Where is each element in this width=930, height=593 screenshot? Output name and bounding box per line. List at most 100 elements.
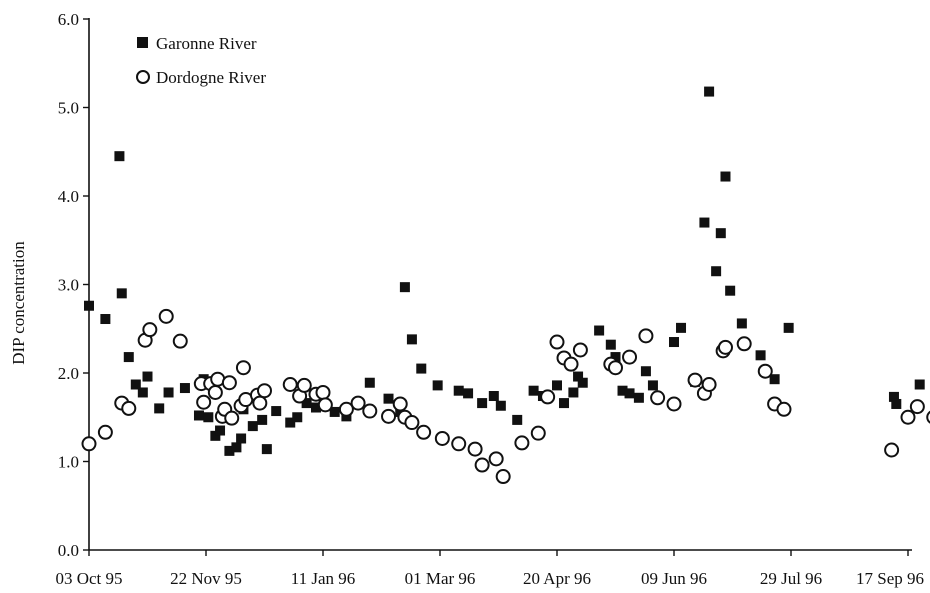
garonne-point — [130, 379, 141, 390]
garonne-point — [704, 86, 715, 97]
dordogne-point — [909, 399, 925, 415]
dordogne-point — [666, 396, 682, 412]
garonne-point — [329, 406, 340, 417]
dordogne-point — [350, 395, 366, 411]
garonne-point — [755, 350, 766, 361]
dordogne-point — [158, 308, 174, 324]
garonne-point — [154, 403, 165, 414]
dordogne-point — [884, 442, 900, 458]
dordogne-point — [701, 377, 717, 393]
garonne-point — [783, 322, 794, 333]
garonne-point — [647, 380, 658, 391]
garonne-point — [116, 288, 127, 299]
garonne-point — [559, 398, 570, 409]
garonne-point — [137, 387, 148, 398]
dordogne-point — [638, 328, 654, 344]
dordogne-point — [172, 333, 188, 349]
garonne-point — [624, 388, 635, 399]
dordogne-point — [252, 395, 268, 411]
garonne-point — [715, 228, 726, 239]
garonne-point — [617, 385, 628, 396]
dordogne-point — [404, 415, 420, 431]
garonne-point — [292, 412, 303, 423]
garonne-point — [261, 444, 272, 455]
garonne-point — [203, 412, 214, 423]
dordogne-point — [434, 430, 450, 446]
garonne-point — [888, 391, 899, 402]
y-tick-label: 3.0 — [58, 276, 79, 295]
garonne-point — [310, 402, 321, 413]
garonne-point — [676, 322, 687, 333]
x-tick-label: 29 Jul 96 — [760, 569, 822, 588]
garonne-point — [285, 417, 296, 428]
garonne-point — [605, 339, 616, 350]
legend-marker-dordogne — [136, 70, 150, 84]
garonne-point — [477, 398, 488, 409]
dordogne-point — [257, 383, 272, 399]
garonne-point — [210, 430, 221, 441]
garonne-point — [271, 406, 282, 417]
dordogne-point — [97, 424, 113, 440]
x-tick-label: 20 Apr 96 — [523, 569, 591, 588]
dordogne-point — [608, 360, 623, 376]
garonne-point — [215, 425, 226, 436]
garonne-point — [84, 300, 94, 311]
garonne-point — [406, 334, 417, 345]
garonne-point — [114, 151, 125, 162]
dordogne-point — [474, 457, 490, 473]
garonne-point — [247, 421, 258, 432]
garonne-point — [594, 325, 605, 336]
garonne-point — [640, 366, 651, 377]
garonne-point — [257, 414, 268, 425]
dordogne-point — [650, 390, 666, 406]
dordogne-point — [622, 349, 638, 365]
legend-label-dordogne: Dordogne River — [156, 68, 266, 87]
garonne-point — [711, 266, 722, 277]
garonne-point — [568, 387, 579, 398]
garonne-point — [231, 442, 242, 453]
garonne-point — [123, 352, 134, 363]
dordogne-point — [296, 377, 312, 393]
garonne-point — [193, 410, 204, 421]
garonne-point — [383, 393, 394, 404]
garonne-point — [720, 171, 731, 182]
legend: Garonne River Dordogne River — [136, 34, 266, 87]
garonne-point — [512, 414, 523, 425]
dordogne-point — [81, 436, 97, 452]
y-axis-title: DIP concentration — [9, 241, 28, 365]
dordogne-point — [530, 425, 546, 441]
garonne-point — [399, 282, 410, 293]
dordogne-point — [196, 394, 212, 410]
legend-marker-garonne — [137, 37, 148, 48]
garonne-point — [891, 398, 902, 409]
dordogne-point — [416, 424, 432, 440]
dordogne-point — [282, 377, 298, 393]
x-tick-label: 09 Jun 96 — [641, 569, 707, 588]
dordogne-point — [549, 334, 565, 350]
garonne-point — [577, 377, 588, 388]
garonne-point — [725, 285, 736, 296]
garonne-point — [495, 400, 506, 411]
garonne-point — [552, 380, 562, 391]
y-tick-label: 2.0 — [58, 364, 79, 383]
garonne-point — [610, 352, 621, 363]
dordogne-point — [235, 360, 251, 376]
garonne-point — [236, 433, 247, 444]
x-tick-label: 11 Jan 96 — [291, 569, 356, 588]
y-tick-label: 1.0 — [58, 453, 79, 472]
dordogne-point — [142, 322, 158, 338]
dordogne-point — [315, 384, 331, 400]
dordogne-point — [563, 356, 579, 372]
dordogne-point — [717, 339, 733, 355]
dordogne-point — [757, 363, 773, 379]
garonne-point — [100, 314, 111, 325]
garonne-point — [769, 374, 780, 385]
garonne-point — [914, 379, 925, 390]
garonne-point — [736, 318, 747, 329]
garonne-point — [699, 217, 710, 228]
dordogne-point — [926, 410, 930, 424]
x-tick-label: 17 Sep 96 — [856, 569, 924, 588]
garonne-point — [573, 371, 584, 382]
dordogne-point — [572, 342, 588, 358]
